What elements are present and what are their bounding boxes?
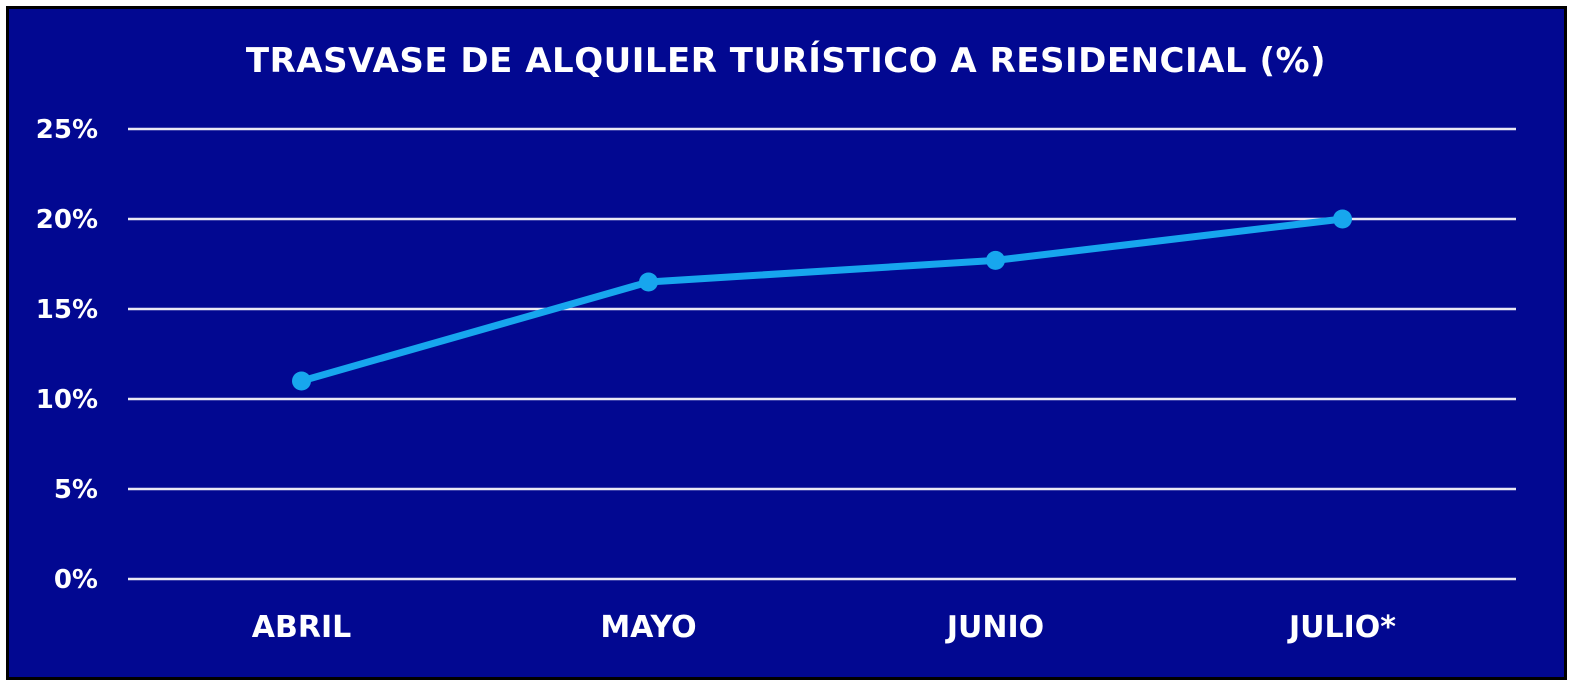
series-layer xyxy=(292,209,1352,391)
series-line xyxy=(298,215,1346,385)
y-tick-label: 5% xyxy=(54,475,98,505)
y-tick-label: 15% xyxy=(36,295,98,325)
data-point-marker[interactable] xyxy=(292,371,311,391)
x-tick-label: JUNIO xyxy=(945,610,1044,645)
y-axis-tick-labels: 0% 5% 10% 15% 20% 25% xyxy=(36,115,98,595)
chart-title: TRASVASE DE ALQUILER TURÍSTICO A RESIDEN… xyxy=(246,40,1326,81)
x-tick-label: JULIO* xyxy=(1287,610,1396,645)
y-tick-label: 10% xyxy=(36,385,98,415)
line-chart: TRASVASE DE ALQUILER TURÍSTICO A RESIDEN… xyxy=(36,40,1516,645)
y-tick-label: 0% xyxy=(54,565,98,595)
y-tick-label: 25% xyxy=(36,115,98,145)
x-tick-label: MAYO xyxy=(600,610,696,645)
data-point-marker[interactable] xyxy=(986,250,1005,270)
x-axis-tick-labels: ABRIL MAYO JUNIO JULIO* xyxy=(252,610,1397,645)
gridlines xyxy=(128,127,1516,581)
x-tick-label: ABRIL xyxy=(252,610,351,645)
data-point-marker[interactable] xyxy=(1333,209,1352,229)
data-point-marker[interactable] xyxy=(639,272,658,292)
y-tick-label: 20% xyxy=(36,205,98,235)
chart-frame: TRASVASE DE ALQUILER TURÍSTICO A RESIDEN… xyxy=(6,6,1567,680)
